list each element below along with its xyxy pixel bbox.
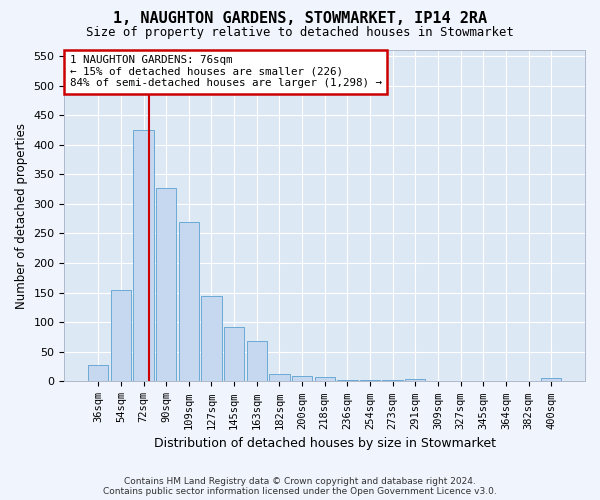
Y-axis label: Number of detached properties: Number of detached properties [15, 122, 28, 308]
Bar [224, 327, 244, 382]
Bar [360, 380, 380, 382]
Bar [88, 365, 109, 382]
Bar [337, 380, 358, 382]
Text: Size of property relative to detached houses in Stowmarket: Size of property relative to detached ho… [86, 26, 514, 39]
Bar [428, 381, 448, 382]
Bar [473, 381, 493, 382]
Bar [496, 381, 516, 382]
Bar [269, 374, 290, 382]
Bar [201, 296, 221, 382]
Bar [156, 188, 176, 382]
Text: Contains public sector information licensed under the Open Government Licence v3: Contains public sector information licen… [103, 487, 497, 496]
Bar [247, 341, 267, 382]
Bar [518, 381, 539, 382]
Bar [314, 376, 335, 382]
Bar [111, 290, 131, 382]
Text: 1 NAUGHTON GARDENS: 76sqm
← 15% of detached houses are smaller (226)
84% of semi: 1 NAUGHTON GARDENS: 76sqm ← 15% of detac… [70, 55, 382, 88]
Bar [451, 381, 471, 382]
Bar [541, 378, 562, 382]
X-axis label: Distribution of detached houses by size in Stowmarket: Distribution of detached houses by size … [154, 437, 496, 450]
Bar [179, 222, 199, 382]
Bar [133, 130, 154, 382]
Bar [405, 379, 425, 382]
Text: Contains HM Land Registry data © Crown copyright and database right 2024.: Contains HM Land Registry data © Crown c… [124, 477, 476, 486]
Text: 1, NAUGHTON GARDENS, STOWMARKET, IP14 2RA: 1, NAUGHTON GARDENS, STOWMARKET, IP14 2R… [113, 11, 487, 26]
Bar [382, 380, 403, 382]
Bar [292, 376, 312, 382]
